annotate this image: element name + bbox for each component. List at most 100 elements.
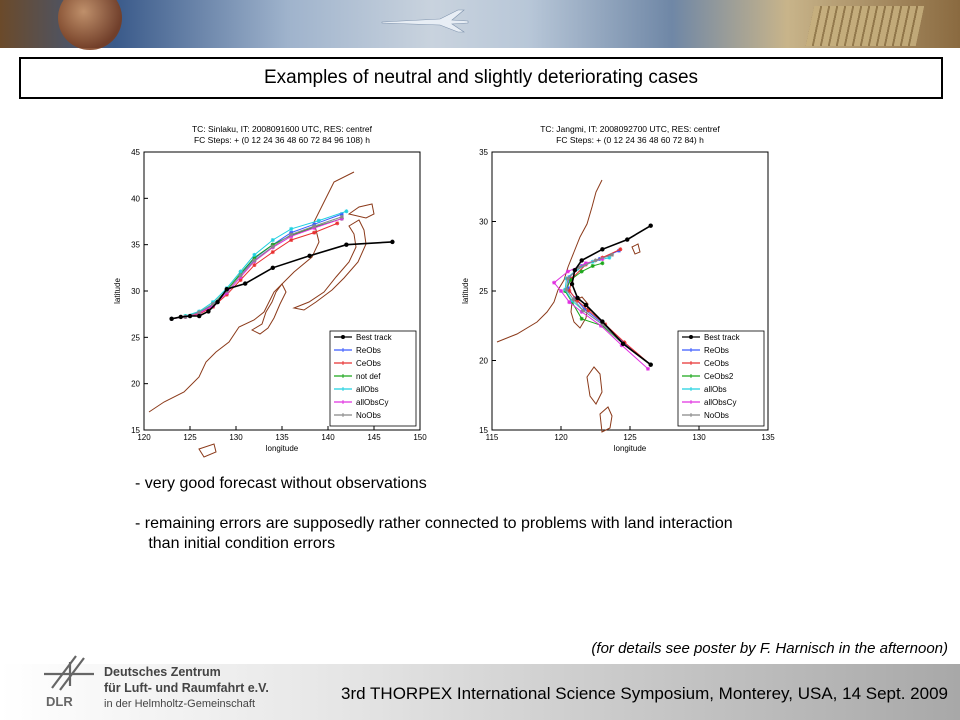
dlr-logo-icon: DLR: [44, 655, 94, 709]
legend-entry: allObs: [356, 385, 379, 394]
data-point: [197, 313, 202, 319]
data-point: [206, 309, 211, 314]
data-point: [565, 269, 570, 274]
org-line-3: in der Helmholtz-Gemeinschaft: [104, 698, 256, 710]
legend-marker: [689, 361, 693, 365]
coastline-group: [148, 171, 375, 458]
legend-entry: allObs: [704, 385, 727, 394]
data-point: [648, 223, 653, 228]
data-point: [645, 366, 650, 371]
legend-entry: allObsCy: [356, 398, 388, 407]
footer-bar: [0, 664, 960, 720]
series-line: [565, 254, 652, 366]
data-point: [583, 302, 589, 308]
bullet-item: - remaining errors are supposedly rather…: [135, 515, 733, 532]
slide-title-text: Examples of neutral and slightly deterio…: [263, 67, 699, 88]
legend-marker: [689, 400, 693, 404]
x-tick-label: 130: [692, 433, 706, 442]
legend-marker: [341, 348, 345, 352]
data-point: [169, 316, 174, 321]
data-point: [575, 295, 580, 301]
coastline: [599, 406, 613, 433]
data-point: [559, 289, 563, 293]
data-point: [583, 261, 588, 266]
coastline: [292, 219, 367, 311]
symposium-text: 3rd THORPEX International Science Sympos…: [341, 684, 948, 703]
data-point: [339, 212, 344, 217]
y-tick-label: 45: [131, 148, 140, 157]
y-tick-label: 20: [131, 380, 140, 389]
y-tick-label: 30: [479, 218, 488, 227]
bullet-item: - very good forecast without observation…: [135, 475, 427, 492]
data-point: [289, 226, 294, 231]
data-point: [252, 252, 257, 257]
data-point: [590, 263, 595, 268]
data-point: [270, 244, 275, 249]
data-point: [607, 255, 612, 260]
data-point: [270, 250, 275, 255]
org-name: Deutsches Zentrum für Luft- und Raumfahr…: [104, 664, 269, 712]
bullet-list: - very good forecast without observation…: [135, 474, 733, 554]
legend-marker: [689, 335, 693, 339]
data-point: [178, 314, 183, 320]
data-point: [307, 253, 312, 258]
coastline: [148, 171, 355, 413]
series-best-track: [569, 223, 653, 367]
legend-entry: ReObs: [356, 346, 381, 355]
data-point: [312, 230, 317, 235]
y-tick-label: 25: [479, 287, 488, 296]
chart-svg: TC: Jangmi, IT: 2008092700 UTC, RES: cen…: [461, 124, 775, 453]
chart-subtitle: FC Steps: + (0 12 24 36 48 60 72 84) h: [556, 135, 704, 145]
data-point: [600, 257, 605, 262]
y-tick-label: 35: [131, 241, 140, 250]
legend-entry: NoObs: [356, 411, 381, 420]
data-point: [576, 265, 581, 270]
legend: Best track ReObs CeObs not def allObs allObsC…: [329, 330, 417, 427]
x-tick-label: 125: [183, 433, 197, 442]
y-axis-label: latitude: [461, 278, 470, 304]
data-point: [335, 221, 340, 226]
data-point: [344, 242, 349, 247]
data-point: [571, 297, 576, 302]
legend-box: [329, 330, 417, 427]
data-point: [243, 281, 248, 286]
data-point: [600, 322, 605, 327]
x-tick-label: 125: [623, 433, 637, 442]
bullet-item: than initial condition errors: [135, 535, 336, 552]
data-point: [312, 224, 317, 229]
data-point: [238, 269, 243, 274]
airplane-graphic: [381, 9, 469, 33]
slide-title: Examples of neutral and slightly deterio…: [19, 57, 943, 99]
coastline: [250, 283, 287, 335]
x-tick-label: 150: [413, 433, 427, 442]
data-point: [565, 276, 570, 281]
x-tick-label: 130: [229, 433, 243, 442]
y-tick-label: 35: [479, 148, 488, 157]
coastline: [570, 296, 589, 329]
data-point: [600, 247, 605, 252]
x-tick-label: 120: [137, 433, 151, 442]
legend-marker: [689, 374, 693, 378]
data-point: [567, 289, 572, 293]
coastline: [198, 443, 217, 458]
legend-entry: CeObs2: [704, 372, 734, 381]
legend-entry: CeObs: [704, 359, 729, 368]
legend-marker: [689, 348, 693, 352]
data-point: [238, 273, 243, 278]
data-point: [618, 247, 623, 252]
data-point: [600, 261, 605, 266]
legend-marker: [341, 374, 345, 378]
series-line: [564, 262, 652, 366]
y-tick-label: 15: [131, 426, 140, 435]
data-point: [289, 238, 294, 243]
legend-entry: allObsCy: [704, 398, 736, 407]
data-point: [620, 341, 626, 347]
x-tick-label: 120: [554, 433, 568, 442]
coastline: [347, 203, 375, 219]
data-point: [224, 286, 229, 292]
data-point: [600, 319, 605, 324]
solar-panel-graphic: [805, 6, 925, 46]
header-banner: [0, 0, 960, 50]
legend-marker: [341, 413, 345, 417]
data-point: [579, 258, 584, 263]
